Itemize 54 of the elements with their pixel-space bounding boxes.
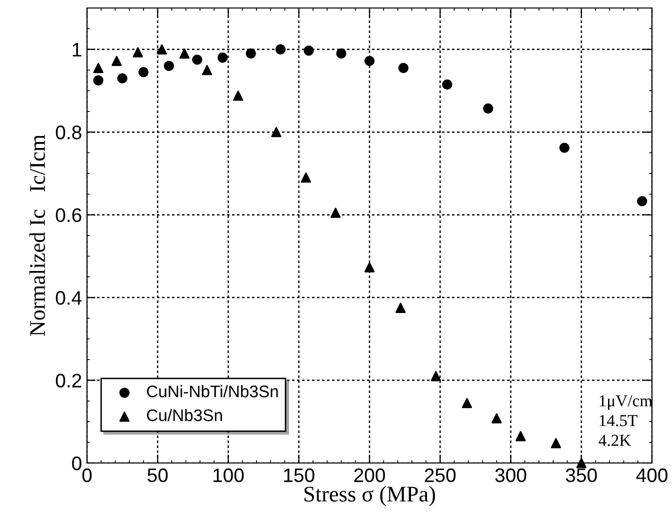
x-tick-label: 300 <box>495 468 526 482</box>
point <box>164 60 174 71</box>
point <box>93 62 104 74</box>
point <box>275 44 286 54</box>
point <box>336 48 346 59</box>
point <box>516 431 526 442</box>
point <box>430 371 441 382</box>
point <box>395 302 406 313</box>
y-tick-label: 0.8 <box>56 126 82 140</box>
y-tick-label: 0 <box>72 456 82 470</box>
point <box>364 262 375 272</box>
x-tick-label: 0 <box>82 468 92 482</box>
point <box>550 438 562 448</box>
y-tick-label: 0.6 <box>56 208 82 222</box>
x-tick-label: 350 <box>566 468 597 482</box>
point <box>492 413 502 424</box>
point <box>271 127 282 138</box>
point <box>233 90 244 101</box>
x-tick-label: 400 <box>636 468 668 482</box>
point <box>112 56 122 66</box>
x-tick-label: 200 <box>354 468 385 482</box>
point <box>179 48 190 59</box>
x-axis-title: Stress σ (MPa) <box>304 486 436 506</box>
point <box>304 46 314 56</box>
point <box>576 458 586 468</box>
point <box>117 73 128 84</box>
point <box>483 103 494 114</box>
point <box>462 398 472 408</box>
y-tick-label: 0.4 <box>56 291 82 305</box>
point <box>637 196 648 206</box>
point <box>202 64 212 76</box>
point <box>330 208 341 218</box>
point <box>300 172 312 183</box>
x-tick-label: 100 <box>214 468 244 482</box>
point <box>138 67 149 78</box>
point <box>156 44 167 54</box>
x-tick-label: 150 <box>284 468 314 482</box>
x-tick-label: 250 <box>424 468 456 482</box>
y-axis-title: Normalized Ic Ic/Icm <box>29 134 46 336</box>
legend-label: Cu/Nb3Sn <box>146 408 222 422</box>
x-tick-label: 50 <box>148 468 168 482</box>
legend-label: CuNi-NbTi/Nb3Sn <box>146 385 278 398</box>
y-tick-label: 0.2 <box>56 374 82 388</box>
point <box>93 75 104 86</box>
y-tick-label: 1 <box>72 43 82 56</box>
point <box>364 56 375 66</box>
point <box>192 54 202 65</box>
point <box>398 62 408 74</box>
annotation: 1μV/cm 14.5T 4.2K <box>598 395 652 446</box>
point <box>246 48 256 59</box>
point <box>559 142 570 153</box>
point <box>442 79 452 90</box>
point <box>132 47 143 58</box>
point <box>218 52 228 63</box>
